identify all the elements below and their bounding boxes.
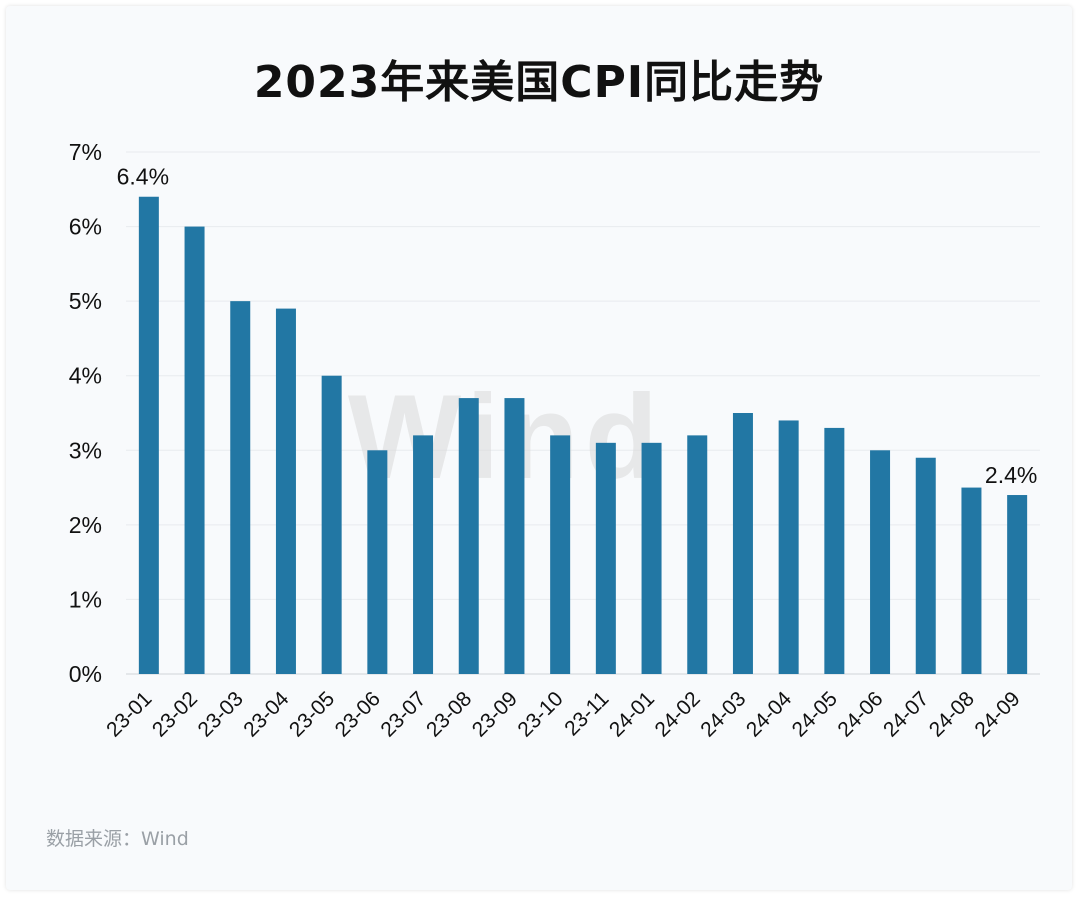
x-tick-label: 23-07 bbox=[376, 687, 430, 741]
bar bbox=[641, 442, 662, 674]
x-tick-label: 24-04 bbox=[742, 687, 796, 741]
bar bbox=[595, 442, 616, 674]
bar bbox=[138, 196, 159, 674]
bar bbox=[413, 435, 434, 674]
bar-chart: 0%1%2%3%4%5%6%7%Wind23-0123-0223-0323-04… bbox=[69, 139, 1040, 742]
bar bbox=[321, 375, 342, 674]
bar bbox=[458, 398, 479, 674]
x-tick-label: 23-04 bbox=[239, 687, 293, 741]
bar bbox=[732, 413, 753, 674]
x-tick-label: 24-09 bbox=[970, 687, 1024, 741]
x-tick-label: 23-11 bbox=[560, 687, 613, 740]
bar bbox=[550, 435, 571, 674]
x-tick-label: 24-06 bbox=[833, 687, 887, 741]
x-tick-label: 23-06 bbox=[331, 687, 385, 741]
data-label: 2.4% bbox=[985, 462, 1037, 488]
bar bbox=[915, 457, 936, 674]
bar bbox=[184, 226, 205, 675]
x-tick-label: 23-02 bbox=[148, 687, 202, 741]
bar bbox=[961, 487, 982, 674]
y-tick-label: 4% bbox=[69, 363, 102, 389]
bar bbox=[367, 450, 388, 674]
x-tick-label: 23-10 bbox=[513, 687, 567, 741]
bar bbox=[504, 398, 525, 674]
bar bbox=[230, 301, 251, 674]
bar bbox=[778, 420, 799, 674]
x-tick-label: 24-05 bbox=[788, 687, 842, 741]
y-tick-label: 0% bbox=[69, 661, 102, 687]
data-source-note: 数据来源：Wind bbox=[46, 828, 189, 850]
y-tick-label: 7% bbox=[69, 139, 102, 165]
y-tick-label: 1% bbox=[69, 586, 102, 612]
data-label: 6.4% bbox=[117, 164, 169, 190]
chart-card: 2023年来美国CPI同比走势 0%1%2%3%4%5%6%7%Wind23-0… bbox=[6, 6, 1072, 890]
x-tick-label: 23-01 bbox=[102, 687, 156, 741]
x-tick-label: 24-01 bbox=[605, 687, 659, 741]
x-tick-label: 24-08 bbox=[925, 687, 979, 741]
x-tick-label: 24-03 bbox=[696, 687, 750, 741]
x-tick-label: 23-09 bbox=[468, 687, 522, 741]
bar bbox=[275, 308, 296, 674]
y-tick-label: 6% bbox=[69, 214, 102, 240]
bar bbox=[870, 450, 891, 674]
x-tick-label: 24-07 bbox=[879, 687, 933, 741]
bar bbox=[1007, 495, 1028, 674]
bar bbox=[824, 427, 845, 674]
bar bbox=[687, 435, 708, 674]
x-tick-label: 24-02 bbox=[651, 687, 705, 741]
chart-title: 2023年来美国CPI同比走势 bbox=[253, 57, 825, 108]
x-tick-label: 23-05 bbox=[285, 687, 339, 741]
x-tick-label: 23-03 bbox=[194, 687, 248, 741]
y-tick-label: 5% bbox=[69, 288, 102, 314]
x-tick-label: 23-08 bbox=[422, 687, 476, 741]
y-tick-label: 2% bbox=[69, 512, 102, 538]
y-tick-label: 3% bbox=[69, 437, 102, 463]
